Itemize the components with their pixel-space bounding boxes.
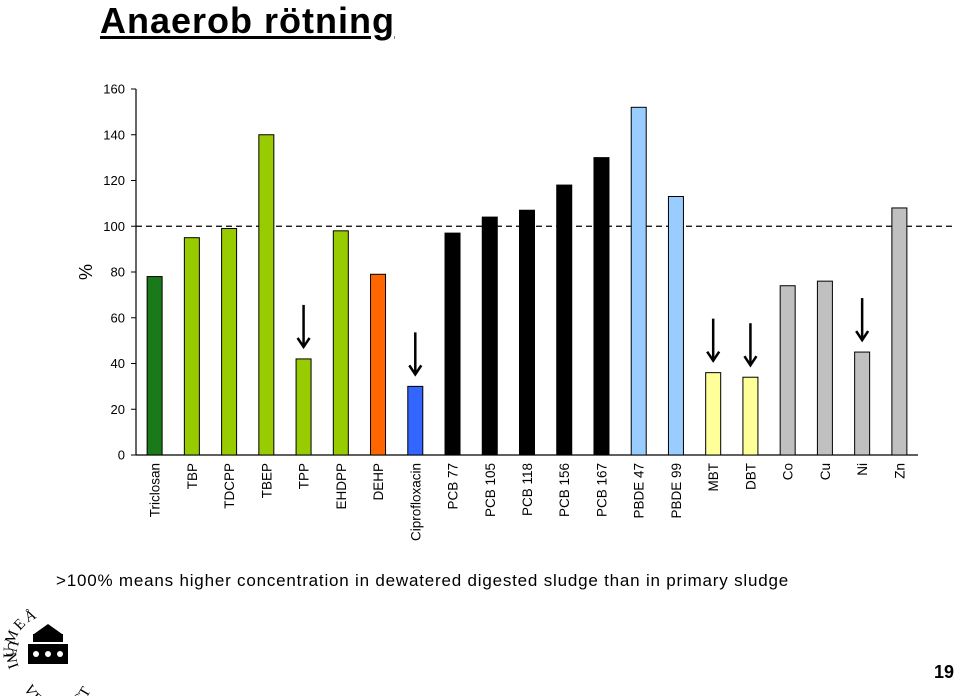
bar-ciprofloxacin [407, 385, 424, 456]
x-tick-label: PCB 105 [483, 463, 498, 517]
x-tick-label: Ciprofloxacin [408, 463, 423, 541]
down-arrow-icon [408, 332, 423, 377]
chart-bars [146, 106, 908, 456]
x-tick-label: Ni [855, 463, 870, 476]
y-tick-label: 80 [111, 265, 125, 280]
x-tick-label: TBP [185, 463, 200, 489]
y-tick-label: 0 [118, 448, 125, 463]
x-tick-label: PCB 167 [594, 463, 609, 517]
footnote: >100% means higher concentration in dewa… [56, 571, 789, 590]
y-tick-label: 60 [111, 310, 125, 325]
university-logo: UMEÅ UNI VERSITET [1, 606, 95, 696]
page-number: 19 [933, 662, 954, 682]
y-tick-label: 140 [103, 127, 125, 142]
y-tick-label: 160 [103, 82, 125, 97]
bar-tbp [183, 237, 200, 456]
y-tick-label: 100 [103, 219, 125, 234]
bar-dehp [370, 273, 387, 456]
x-tick-label: Co [781, 463, 796, 480]
bar-mbt [705, 372, 722, 456]
x-tick-label: PCB 77 [446, 463, 461, 510]
bar-triclosan [146, 276, 163, 456]
y-tick-label: 120 [103, 173, 125, 188]
bar-pcb-167 [593, 157, 610, 456]
bar-pcb-156 [556, 184, 573, 456]
x-tick-label: Triclosan [148, 463, 163, 517]
x-tick-label: PBDE 47 [632, 463, 647, 519]
bar-tdcpp [221, 228, 238, 456]
bar-tbep [258, 134, 275, 456]
x-tick-label: Cu [818, 463, 833, 480]
x-tick-label: MBT [706, 463, 721, 492]
x-tick-label: PCB 156 [557, 463, 572, 517]
x-tick-label: EHDPP [334, 463, 349, 510]
x-tick-label: Zn [892, 463, 907, 479]
bar-ni [854, 351, 871, 456]
x-tick-label: PCB 118 [520, 463, 535, 516]
bar-dbt [742, 376, 759, 456]
y-axis-label: % [76, 264, 96, 280]
bar-pcb-77 [444, 232, 461, 456]
x-tick-label: DEHP [371, 463, 386, 501]
down-arrow-icon [706, 318, 721, 363]
chart-arrows [296, 298, 870, 377]
x-tick-label: TBEP [259, 463, 274, 498]
bar-cu [816, 280, 833, 456]
chart-y-labels: 0 20 40 60 80 100 120 140 160% [76, 82, 125, 463]
y-tick-label: 40 [111, 356, 125, 371]
down-arrow-icon [743, 323, 758, 368]
bar-pbde-47 [630, 106, 647, 456]
x-tick-label: TPP [297, 463, 312, 489]
chart-x-labels: Triclosan TBP TDCPP TBEP TPP EHDPP DEHP Ciprofl… [148, 463, 908, 541]
x-tick-label: DBT [743, 463, 758, 490]
bar-co [779, 285, 796, 456]
x-tick-label: TDCPP [222, 463, 237, 509]
logo-emblem-icon [28, 624, 68, 664]
bar-ehdpp [332, 230, 349, 456]
bar-tpp [295, 358, 312, 456]
bar-pcb-105 [481, 216, 498, 456]
logo-text-bottom: VERSITET [20, 682, 95, 696]
bar-pcb-118 [519, 209, 535, 456]
down-arrow-icon [855, 298, 870, 343]
logo-text-left: UNI [2, 639, 21, 673]
bar-zn [891, 207, 908, 456]
y-tick-label: 20 [111, 402, 125, 417]
slide-title: Anaerob rötning [100, 0, 395, 41]
bar-chart: Triclosan TBP TDCPP TBEP TPP EHDPP DEHP Ciprofl… [76, 82, 952, 541]
bar-pbde-99 [667, 196, 684, 456]
down-arrow-icon [296, 304, 311, 350]
x-tick-label: PBDE 99 [669, 463, 684, 519]
